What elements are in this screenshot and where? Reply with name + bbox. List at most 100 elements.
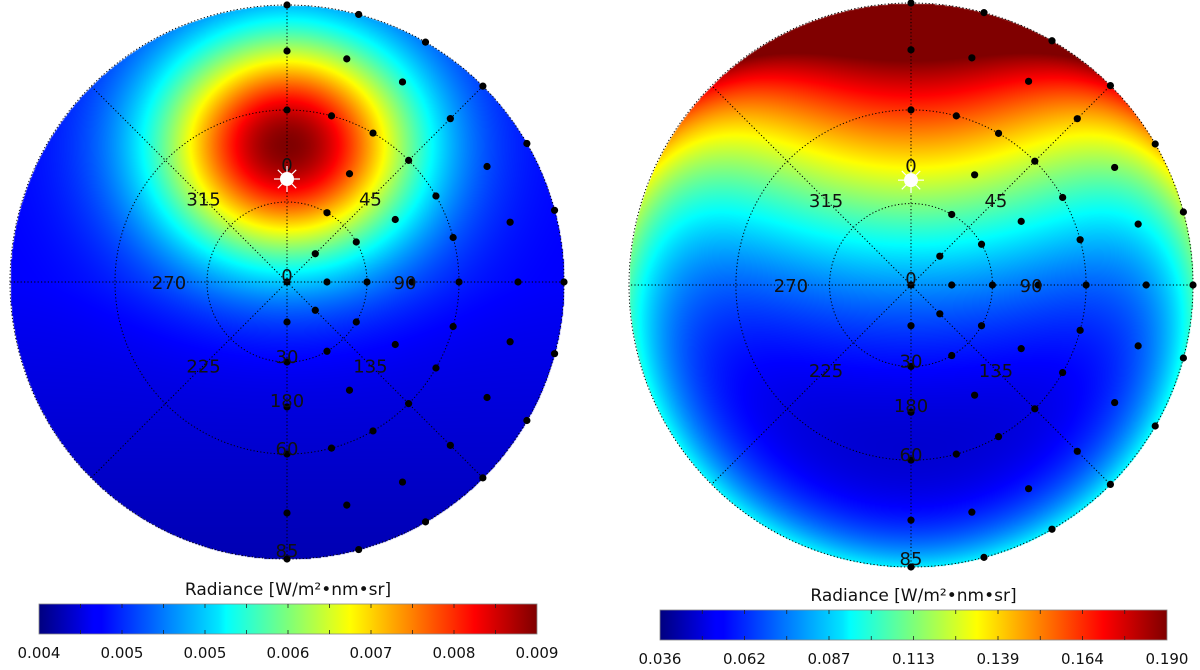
azimuth-label: 90 [394, 273, 417, 294]
sample-point [327, 444, 336, 452]
sample-point [421, 38, 430, 46]
sample-point [363, 278, 371, 286]
azimuth-label: 270 [152, 273, 186, 294]
sample-point [432, 364, 440, 372]
colorbar-tick-label: 0.008 [433, 644, 476, 662]
colorbar-gradient [38, 603, 538, 635]
sample-point [523, 416, 531, 425]
sample-point [283, 450, 291, 458]
sample-point [483, 162, 491, 171]
sample-point [1076, 236, 1084, 244]
sample-point [1179, 354, 1187, 362]
sample-point [449, 322, 457, 331]
sample-point [980, 9, 988, 17]
sample-point [391, 215, 399, 224]
sample-point [1076, 326, 1084, 334]
zenith-label: 30 [276, 347, 299, 368]
sample-point [1031, 157, 1039, 165]
sample-point [1142, 281, 1150, 289]
sample-point [952, 450, 960, 458]
azimuth-label: 0 [281, 155, 292, 176]
sample-point [936, 310, 944, 318]
sample-point [907, 322, 915, 330]
sample-point [1151, 422, 1159, 430]
sample-point [1106, 81, 1115, 90]
sample-point [449, 233, 457, 242]
sun-icon [898, 167, 924, 194]
sample-point [355, 10, 363, 19]
sample-point [506, 338, 514, 346]
sample-point [405, 156, 413, 164]
sample-point [479, 82, 487, 90]
sample-point [907, 408, 915, 416]
sample-point [283, 403, 291, 411]
sample-point [283, 1, 291, 9]
zenith-label: 0 [281, 266, 292, 287]
colorbar-tick-label: 0.139 [977, 650, 1020, 668]
sample-point [936, 252, 944, 260]
azimuth-label: 135 [353, 356, 387, 377]
colorbar-tick-label: 0.036 [639, 650, 682, 668]
sample-point [907, 456, 915, 464]
zenith-label: 60 [276, 439, 299, 460]
azimuth-label: 225 [809, 361, 843, 382]
sample-point [369, 129, 377, 137]
sample-point [907, 106, 915, 114]
zenith-label: 85 [900, 549, 923, 570]
sample-point [560, 278, 568, 286]
sample-point [408, 278, 416, 286]
sample-point [323, 209, 331, 217]
sample-point [514, 278, 522, 286]
azimuth-label: 180 [270, 391, 304, 412]
azimuth-label: 315 [809, 191, 843, 212]
sample-point [327, 112, 336, 120]
sample-point [1024, 485, 1033, 493]
sample-point [1031, 405, 1039, 413]
sample-point [446, 115, 454, 123]
azimuth-label: 135 [979, 361, 1013, 382]
azimuth-label: 45 [359, 190, 382, 211]
sample-point [405, 400, 413, 408]
sample-point [1134, 342, 1142, 350]
azimuth-gridline-225 [711, 284, 912, 485]
zenith-label: 0 [905, 269, 916, 290]
sample-point [1179, 208, 1187, 216]
sample-point [550, 206, 559, 214]
sample-point [1151, 140, 1159, 148]
sample-point [283, 278, 291, 286]
sample-point [398, 478, 407, 486]
sample-point [506, 218, 514, 226]
colorbar-tick-label: 0.005 [184, 644, 227, 662]
sample-point [311, 250, 319, 258]
colorbar-tick-label: 0.004 [18, 644, 61, 662]
sample-point [1189, 281, 1197, 289]
colorbar-tick-label: 0.113 [892, 650, 935, 668]
sample-point [1024, 77, 1033, 85]
sample-point [980, 553, 988, 561]
sample-point [523, 139, 531, 148]
colorbar-tick-label: 0.007 [350, 644, 393, 662]
sample-point [907, 281, 915, 289]
zenith-label: 60 [900, 445, 923, 466]
sample-point [398, 78, 407, 86]
sample-point [1106, 480, 1115, 489]
left-colorbar: Radiance [W/m²•nm•sr] 0.004 0.005 0.005 0.00… [18, 580, 559, 662]
left-polar-plot: 0 45 90 135 180 225 270 315 0 30 60 85 [9, 1, 568, 563]
sample-point [345, 386, 354, 394]
azimuth-gridline-315 [711, 85, 912, 286]
sample-point [1048, 525, 1056, 533]
sample-point [907, 0, 915, 7]
colorbar-title: Radiance [W/m²•nm•sr] [810, 586, 1016, 606]
sample-point [1048, 37, 1056, 45]
colorbar-tick-label: 0.164 [1061, 650, 1104, 668]
sample-point [907, 516, 915, 524]
zenith-label: 30 [900, 351, 923, 372]
sample-point [352, 238, 360, 246]
azimuth-gridline-315 [90, 85, 288, 283]
sample-point [343, 501, 351, 509]
sample-point [968, 54, 976, 62]
sample-point [421, 518, 430, 526]
right-colorbar: Radiance [W/m²•nm•sr] 0.036 0.062 0.087 0.11… [639, 586, 1189, 668]
sample-point [1059, 368, 1067, 377]
